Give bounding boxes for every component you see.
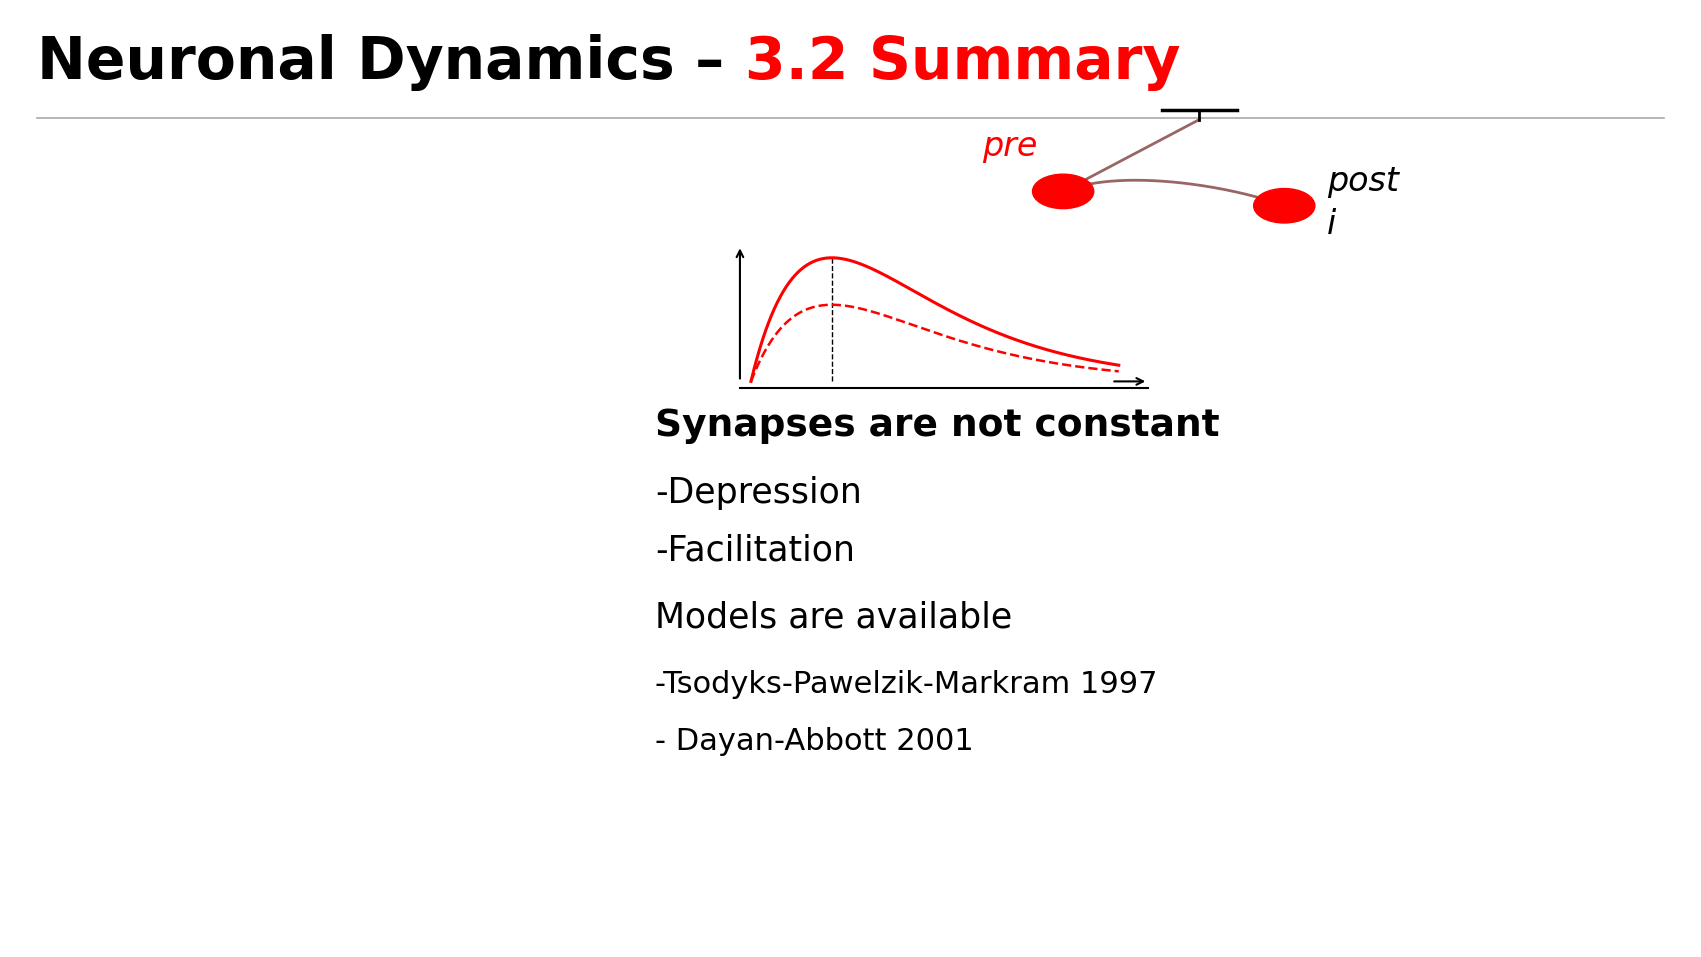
- Text: i: i: [1327, 209, 1335, 241]
- Text: pre: pre: [981, 130, 1038, 163]
- Circle shape: [1033, 174, 1094, 209]
- Text: -Facilitation: -Facilitation: [655, 533, 856, 568]
- Text: -Tsodyks-Pawelzik-Markram 1997: -Tsodyks-Pawelzik-Markram 1997: [655, 670, 1157, 699]
- Text: 3.2 Summary: 3.2 Summary: [745, 33, 1180, 91]
- Text: Models are available: Models are available: [655, 600, 1012, 634]
- Text: j: j: [1041, 244, 1051, 277]
- Text: -Depression: -Depression: [655, 476, 862, 510]
- Text: Synapses are not constant: Synapses are not constant: [655, 408, 1220, 444]
- Text: Neuronal Dynamics –: Neuronal Dynamics –: [37, 33, 745, 91]
- Text: - Dayan-Abbott 2001: - Dayan-Abbott 2001: [655, 727, 973, 756]
- Text: post: post: [1327, 166, 1398, 198]
- Circle shape: [1254, 189, 1315, 223]
